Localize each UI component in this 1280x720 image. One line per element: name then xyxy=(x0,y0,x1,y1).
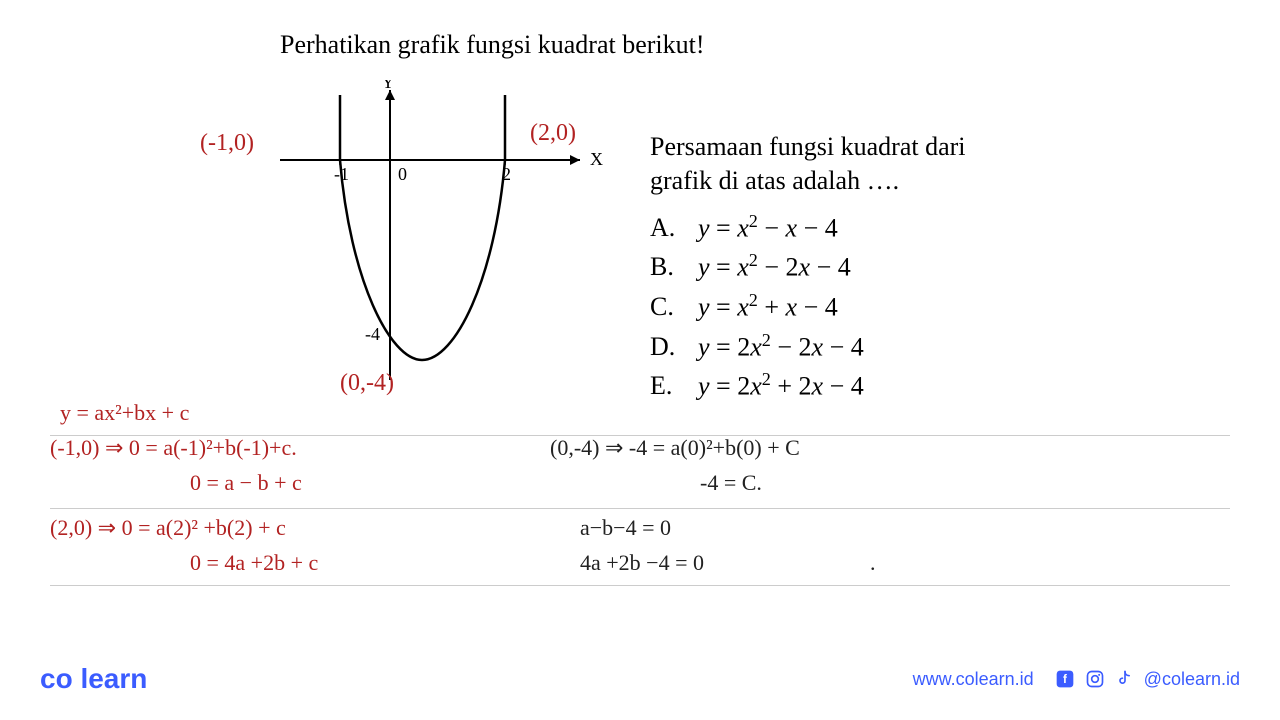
work-red-2: 0 = a − b + c xyxy=(190,470,302,496)
question-line1: Persamaan fungsi kuadrat dari xyxy=(650,130,1250,164)
brand-logo: co learn xyxy=(40,663,147,695)
x-tick-0: 0 xyxy=(398,164,407,184)
footer-handle: @colearn.id xyxy=(1144,669,1240,690)
option-letter: B. xyxy=(650,247,680,287)
work-black-2: a−b−4 = 0 xyxy=(580,515,671,541)
option-letter: D. xyxy=(650,327,680,367)
y-axis-label: Y xyxy=(382,80,395,92)
option-d: D. y = 2x2 − 2x − 4 xyxy=(650,327,1250,367)
option-c: C. y = x2 + x − 4 xyxy=(650,287,1250,327)
annotation-left-point: (-1,0) xyxy=(200,130,254,157)
footer: co learn www.colearn.id f @colearn.id xyxy=(0,663,1280,695)
option-a: A. y = x2 − x − 4 xyxy=(650,208,1250,248)
annotation-right-point: (2,0) xyxy=(530,120,576,147)
x-tick-2: 2 xyxy=(502,164,511,184)
work-red-4: 0 = 4a +2b + c xyxy=(190,550,318,576)
x-tick-neg1: -1 xyxy=(334,164,349,184)
workings-area: y = ax²+bx + c (-1,0) ⇒ 0 = a(-1)²+b(-1)… xyxy=(50,400,1230,660)
footer-url: www.colearn.id xyxy=(913,669,1034,690)
work-black-3: 4a +2b −4 = 0 xyxy=(580,550,704,576)
work-red-0: y = ax²+bx + c xyxy=(60,400,189,426)
graph-figure: Y X -1 0 2 -4 (-1,0) (2,0) (0,-4) xyxy=(280,80,620,400)
tiktok-icon xyxy=(1114,668,1136,690)
annotation-bottom-point: (0,-4) xyxy=(340,370,394,397)
option-letter: A. xyxy=(650,208,680,248)
y-tick-neg4: -4 xyxy=(365,324,380,344)
work-black-0: (0,-4) ⇒ -4 = a(0)²+b(0) + C xyxy=(550,435,800,461)
work-black-4: . xyxy=(870,550,876,576)
svg-text:f: f xyxy=(1063,673,1067,686)
ruled-line xyxy=(50,585,1230,586)
facebook-icon: f xyxy=(1054,668,1076,690)
ruled-line xyxy=(50,508,1230,509)
option-b: B. y = x2 − 2x − 4 xyxy=(650,247,1250,287)
work-red-3: (2,0) ⇒ 0 = a(2)² +b(2) + c xyxy=(50,515,286,541)
work-red-1: (-1,0) ⇒ 0 = a(-1)²+b(-1)+c. xyxy=(50,435,297,461)
x-axis-label: X xyxy=(590,149,603,169)
question-block: Persamaan fungsi kuadrat dari grafik di … xyxy=(650,130,1250,406)
instagram-icon xyxy=(1084,668,1106,690)
question-line2: grafik di atas adalah …. xyxy=(650,164,1250,198)
work-black-1: -4 = C. xyxy=(700,470,762,496)
social-icons: f @colearn.id xyxy=(1054,668,1240,690)
options-list: A. y = x2 − x − 4 B. y = x2 − 2x − 4 C. … xyxy=(650,208,1250,406)
option-letter: C. xyxy=(650,287,680,327)
problem-title: Perhatikan grafik fungsi kuadrat berikut… xyxy=(280,30,1240,60)
